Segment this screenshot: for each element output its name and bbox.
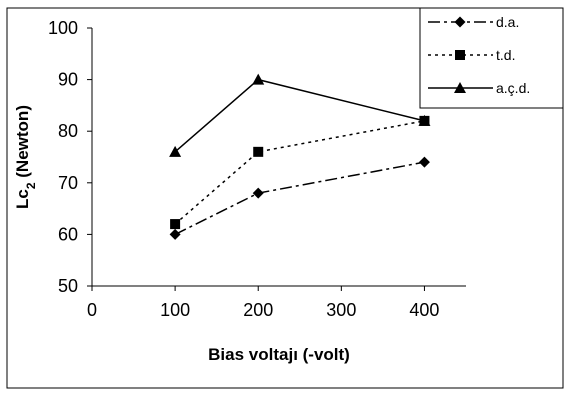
x-tick-label: 0: [87, 300, 97, 320]
x-tick-label: 400: [409, 300, 439, 320]
y-tick-label: 60: [58, 224, 78, 244]
data-point: [418, 114, 431, 126]
data-point: [169, 145, 182, 157]
data-point: [169, 228, 181, 240]
data-point: [418, 156, 430, 168]
data-point: [170, 219, 181, 230]
legend-marker: [454, 82, 466, 93]
legend-box: [419, 7, 564, 109]
y-tick-label: 100: [48, 18, 78, 38]
series-group: [169, 73, 431, 240]
legend-marker: [454, 16, 466, 28]
x-axis-title: Bias voltajı (-volt): [208, 345, 350, 364]
series-1: [169, 156, 430, 240]
x-axis-ticks: 0 100 200 300 400: [87, 286, 439, 320]
legend-label: t.d.: [496, 47, 515, 63]
data-point: [252, 187, 264, 199]
y-axis-title-subscript: 2: [24, 182, 38, 189]
x-tick-label: 300: [326, 300, 356, 320]
data-point: [253, 146, 264, 157]
x-tick-label: 200: [243, 300, 273, 320]
legend-entry-2: t.d.: [428, 47, 515, 63]
legend-entry-3: a.ç.d.: [428, 80, 530, 96]
y-axis-title: Lc2 (Newton): [13, 105, 38, 209]
legend-label: d.a.: [496, 14, 519, 30]
legend-entry-1: d.a.: [428, 14, 519, 30]
data-point: [252, 73, 265, 85]
svg-text:Lc2 (Newton): Lc2 (Newton): [13, 105, 38, 209]
legend-label: a.ç.d.: [496, 80, 530, 96]
y-axis-ticks: 50 60 70 80 90 100: [48, 18, 92, 296]
y-tick-label: 70: [58, 173, 78, 193]
legend-marker: [455, 50, 465, 60]
y-tick-label: 90: [58, 70, 78, 90]
y-axis-title-rest: (Newton): [13, 105, 32, 182]
legend: d.a. t.d. a.ç.d.: [419, 7, 564, 109]
series-line: [174, 120, 425, 225]
x-tick-label: 100: [160, 300, 190, 320]
plot-area: 0 100 200 300 400 50 60 70 80 90 100: [48, 18, 466, 320]
series-3: [169, 73, 431, 157]
y-axis-title-main: Lc: [13, 189, 32, 209]
y-tick-label: 80: [58, 121, 78, 141]
y-tick-label: 50: [58, 276, 78, 296]
